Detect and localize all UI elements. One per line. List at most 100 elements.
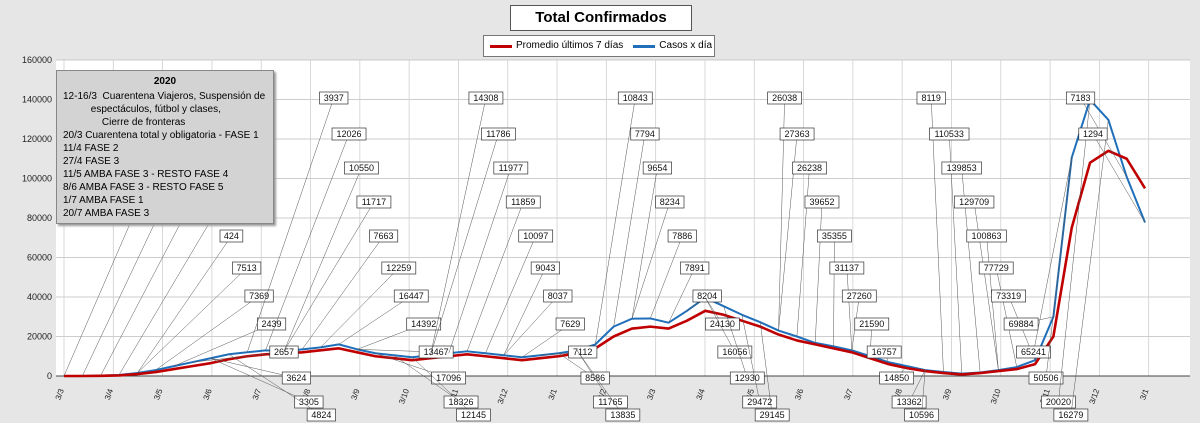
data-label-box <box>929 127 970 141</box>
legend-item-avg: Promedio últimos 7 días <box>490 35 623 57</box>
data-label-leader <box>118 201 222 376</box>
data-label-text: 65241 <box>1021 347 1046 357</box>
data-label-text: 50506 <box>1033 373 1058 383</box>
data-label-text: 7369 <box>249 291 269 301</box>
y-tick-label: 120000 <box>22 134 52 144</box>
data-label-leader <box>430 133 499 356</box>
x-tick-label: 3/5 <box>152 387 164 401</box>
data-label-box <box>518 229 554 243</box>
data-label: 100863 <box>966 229 1007 371</box>
data-label-leader <box>576 350 624 416</box>
legend: Promedio últimos 7 días Casos x día <box>483 35 715 57</box>
data-label-leader <box>485 235 536 354</box>
data-label-text: 16056 <box>722 347 747 357</box>
data-label-box <box>642 161 672 175</box>
data-label-box <box>493 161 529 175</box>
data-label: 13835 <box>576 350 641 422</box>
data-label: 3624 <box>210 357 311 385</box>
data-label-box <box>1028 371 1064 385</box>
data-label: 424 <box>137 229 244 374</box>
y-tick-label: 20000 <box>27 332 52 342</box>
data-label-leader <box>1070 119 1109 416</box>
x-tick-label: 3/7 <box>842 387 854 401</box>
data-label-box <box>294 395 324 409</box>
data-label-box <box>1078 127 1108 141</box>
data-label-text: 12026 <box>337 129 362 139</box>
data-label-box <box>692 289 722 303</box>
data-label-leader <box>723 306 748 379</box>
data-label-text: 10550 <box>349 163 374 173</box>
data-label-leader <box>1045 157 1072 379</box>
data-label: 4824 <box>228 354 336 422</box>
data-label-text: 13467 <box>424 347 449 357</box>
data-label-text: 11765 <box>598 397 622 407</box>
data-label-box <box>505 195 541 209</box>
data-label-leader <box>833 235 835 347</box>
data-label-text: 9043 <box>535 263 555 273</box>
y-tick-label: 40000 <box>27 292 52 302</box>
data-label-box <box>829 261 865 275</box>
data-label: 11859 <box>466 195 541 352</box>
data-label-box <box>543 289 573 303</box>
annotation-title: 2020 <box>153 76 177 87</box>
data-label-text: 16447 <box>399 291 424 301</box>
data-label-leader <box>921 370 926 416</box>
annotation-box: 2020 12-16/3 Cuarentena Viajeros, Suspen… <box>56 70 274 224</box>
data-label: 24130 <box>705 297 740 331</box>
data-label-text: 12259 <box>386 263 411 273</box>
data-label-text: 12145 <box>461 410 486 420</box>
data-label-leader <box>668 267 695 323</box>
data-label-text: 11977 <box>499 163 523 173</box>
data-label: 3937 <box>246 91 349 353</box>
data-label-text: 17096 <box>436 373 461 383</box>
data-label: 65241 <box>1016 157 1072 359</box>
data-label-box <box>742 395 778 409</box>
data-label-box <box>555 317 585 331</box>
data-label: 7629 <box>521 317 585 358</box>
data-label-leader <box>741 314 760 403</box>
data-label-box <box>804 195 840 209</box>
data-label-box <box>854 317 890 331</box>
data-label: 7663 <box>301 229 399 350</box>
x-tick-label: 3/12 <box>496 387 510 405</box>
x-tick-label: 3/7 <box>251 387 263 401</box>
annotation-line: Cierre de fronteras <box>63 117 186 128</box>
data-label-box <box>1016 345 1051 359</box>
data-label-text: 3305 <box>299 397 319 407</box>
data-label: 21590 <box>854 317 890 357</box>
x-tick-label: 3/10 <box>397 387 411 405</box>
data-label: 13362 <box>891 369 927 409</box>
data-label-text: 129709 <box>959 197 989 207</box>
data-label-box <box>779 127 815 141</box>
data-label-leader <box>283 167 362 352</box>
data-label-text: 424 <box>224 231 239 241</box>
x-tick-label: 3/1 <box>1138 387 1150 401</box>
data-label-box <box>879 371 914 385</box>
data-label: 16056 <box>705 297 753 359</box>
data-label-box <box>617 91 653 105</box>
data-label-leader <box>631 201 671 319</box>
data-label: 7369 <box>155 289 274 371</box>
data-label: 11977 <box>448 161 529 354</box>
data-label-box <box>369 229 399 243</box>
data-label: 1294 <box>1078 127 1146 223</box>
legend-item-daily: Casos x día <box>633 35 712 57</box>
x-tick-label: 3/4 <box>695 387 707 401</box>
data-label-text: 7513 <box>237 263 257 273</box>
legend-label-daily: Casos x día <box>659 40 713 51</box>
data-label-leader <box>1033 157 1072 353</box>
data-label-text: 7112 <box>573 347 592 357</box>
data-label-leader <box>613 133 646 327</box>
data-label-box <box>941 161 982 175</box>
data-label: 8234 <box>631 195 685 319</box>
data-label-text: 2439 <box>262 319 282 329</box>
data-label: 12026 <box>265 127 367 351</box>
data-label-text: 2657 <box>274 347 294 357</box>
data-label-leader <box>576 350 611 403</box>
data-label-text: 26238 <box>797 163 822 173</box>
data-label-text: 69884 <box>1009 319 1034 329</box>
x-tick-label: 3/1 <box>547 387 559 401</box>
data-label: 50506 <box>1028 157 1072 385</box>
x-tick-label: 3/12 <box>1087 387 1101 405</box>
data-label-leader <box>265 133 350 351</box>
